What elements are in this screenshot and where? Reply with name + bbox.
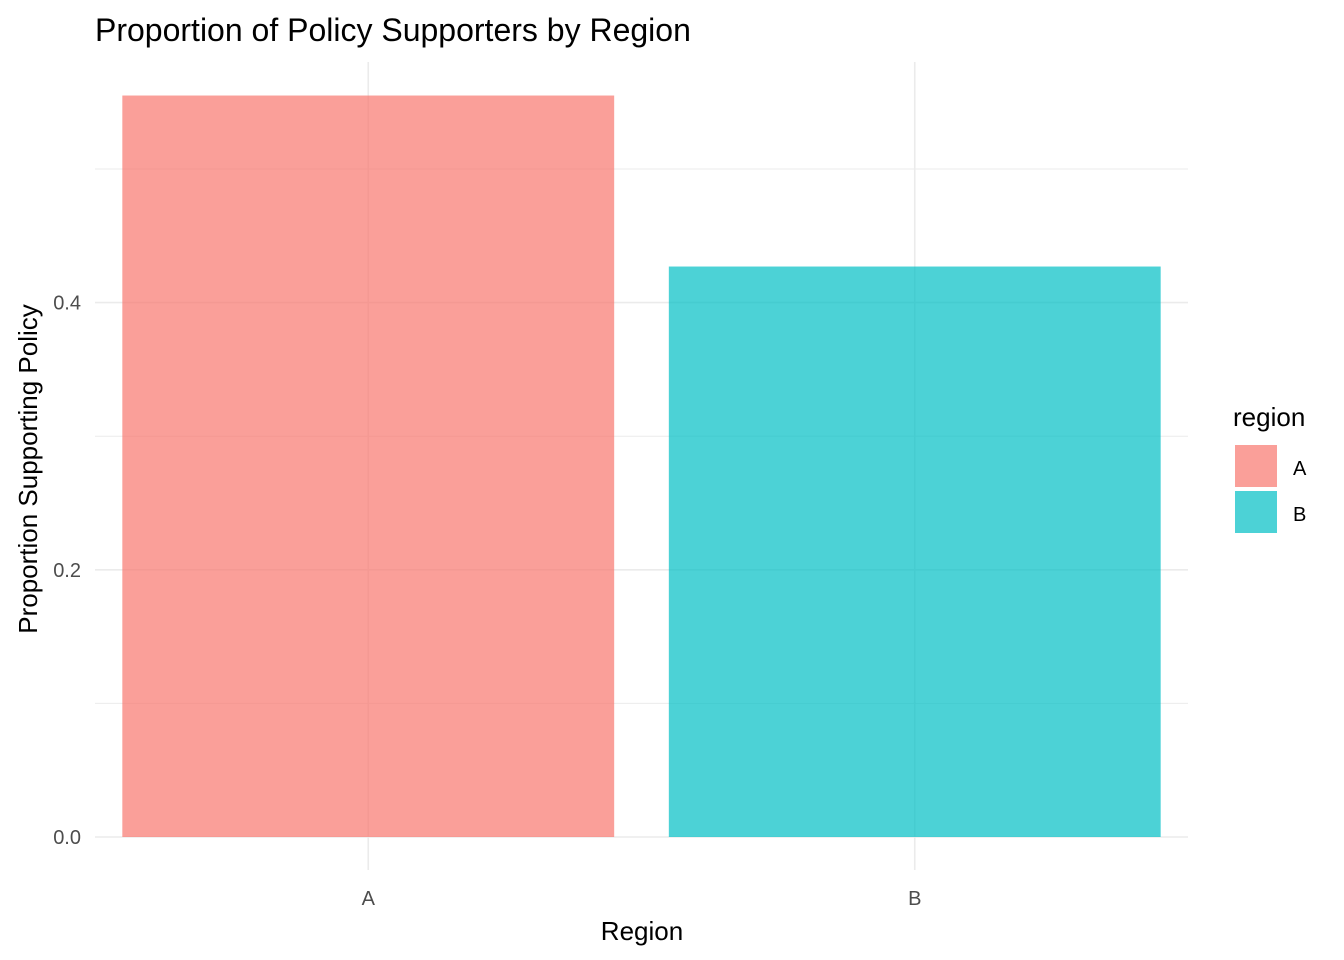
y-axis-title: Proportion Supporting Policy	[13, 304, 43, 634]
tick-layer: 0.0 0.2 0.4 A B	[53, 293, 921, 910]
x-axis-title: Region	[601, 916, 683, 946]
bar-a	[122, 95, 615, 837]
bar-b	[668, 266, 1161, 837]
chart-title: Proportion of Policy Supporters by Regio…	[95, 12, 691, 48]
y-tick-label: 0.2	[53, 560, 81, 582]
y-tick-label: 0.0	[53, 827, 81, 849]
y-tick-label: 0.4	[53, 293, 81, 315]
legend-swatch-a	[1235, 445, 1277, 487]
x-tick-label: A	[362, 888, 376, 910]
bar-layer	[122, 95, 1161, 837]
legend-label-b: B	[1293, 504, 1306, 526]
legend-label-a: A	[1293, 458, 1307, 480]
legend-title: region	[1233, 402, 1305, 432]
legend: region A B	[1233, 402, 1307, 533]
legend-swatch-b	[1235, 491, 1277, 533]
x-tick-label: B	[908, 888, 921, 910]
